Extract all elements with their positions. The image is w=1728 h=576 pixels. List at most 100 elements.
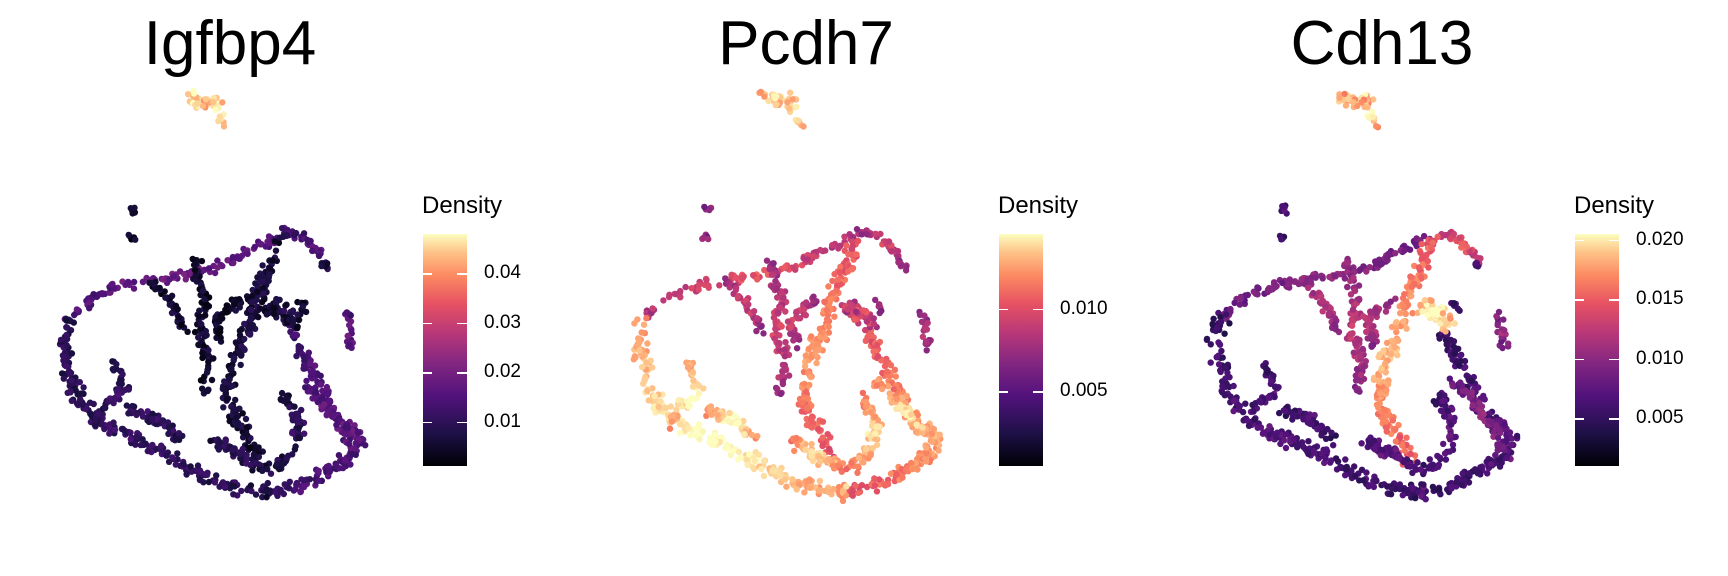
cell-point (753, 327, 760, 335)
cell-point (1383, 339, 1391, 347)
cell-point (826, 445, 833, 453)
legend-tick-label: 0.005 (1060, 380, 1108, 402)
cell-point (165, 424, 172, 431)
cell-point (774, 385, 781, 393)
cell-point (870, 320, 878, 328)
cell-point (1244, 417, 1251, 424)
cell-point (732, 284, 740, 291)
cell-point (295, 342, 302, 350)
cell-point (830, 485, 837, 493)
cell-point (1264, 369, 1271, 376)
cell-point (1350, 274, 1357, 281)
cell-point (800, 123, 807, 130)
cell-point (105, 398, 112, 405)
cell-point (1353, 365, 1361, 373)
cell-point (774, 309, 782, 316)
cell-point (1337, 464, 1344, 471)
cell-point (714, 412, 721, 419)
cell-point (224, 257, 231, 264)
cell-point (928, 430, 936, 438)
cell-point (200, 479, 207, 486)
cell-point (1501, 327, 1508, 334)
cell-point (342, 431, 350, 438)
cell-point (236, 405, 243, 412)
cell-point (98, 421, 105, 428)
cell-point (1397, 310, 1404, 317)
cell-point (1449, 441, 1457, 448)
cell-point (1342, 472, 1349, 479)
cell-point (773, 101, 780, 108)
cell-point (1260, 429, 1267, 436)
cell-point (333, 421, 340, 429)
cell-point (62, 362, 70, 370)
cell-point (180, 461, 187, 468)
cell-point (1388, 485, 1396, 492)
cell-point (1369, 333, 1377, 340)
cell-point (263, 486, 270, 493)
cell-point (144, 447, 151, 455)
cell-point (890, 386, 897, 393)
cell-point (236, 331, 244, 339)
cell-point (808, 448, 815, 455)
cell-point (908, 465, 916, 472)
cell-point (768, 271, 776, 278)
cell-point (169, 454, 176, 461)
cell-point (300, 362, 308, 369)
cell-point (725, 418, 732, 425)
cell-point (1369, 108, 1376, 116)
cell-point (1368, 309, 1375, 316)
cell-point (175, 314, 182, 321)
cell-point (108, 281, 115, 288)
cell-point (1420, 232, 1428, 240)
cell-point (1355, 282, 1363, 289)
cell-point (1447, 432, 1454, 439)
cell-point (746, 451, 753, 458)
cell-point (238, 487, 245, 495)
cell-point (346, 341, 353, 349)
cell-point (283, 454, 290, 462)
cell-point (1305, 438, 1312, 445)
cell-point (735, 456, 742, 463)
cell-point (887, 362, 895, 369)
cell-point (1300, 443, 1307, 450)
cell-point (790, 264, 797, 272)
cell-point (1363, 469, 1370, 476)
cell-point (233, 421, 240, 428)
cell-point (810, 297, 817, 305)
cell-point (929, 438, 936, 445)
cell-point (257, 241, 264, 248)
cell-point (1264, 286, 1272, 293)
cell-point (1414, 309, 1421, 316)
legend-tick-label: 0.015 (1636, 288, 1684, 310)
cell-point (1207, 341, 1214, 348)
cell-point (264, 479, 271, 487)
cell-point (1446, 448, 1453, 455)
cell-point (302, 308, 310, 316)
cell-point (676, 429, 684, 437)
cell-point (897, 404, 904, 411)
cell-point (1359, 345, 1366, 353)
cell-point (701, 281, 708, 288)
cell-point (1215, 361, 1223, 368)
cell-point (1412, 494, 1419, 502)
cell-point (343, 309, 351, 316)
cell-point (243, 431, 250, 438)
cell-point (1450, 300, 1458, 307)
cell-point (99, 411, 106, 418)
cell-point (668, 418, 676, 425)
cell-point (278, 389, 286, 397)
cell-point (1407, 450, 1414, 458)
cell-point (843, 465, 850, 473)
cell-point (922, 449, 930, 457)
cell-point (1477, 413, 1484, 421)
panel-title: Igfbp4 (143, 9, 317, 78)
cell-point (192, 271, 199, 279)
cell-point (223, 309, 230, 316)
legend-tick (457, 372, 467, 374)
cell-point (1375, 353, 1382, 361)
cell-point (1239, 408, 1247, 416)
legend-tick (1033, 308, 1043, 311)
cell-point (201, 296, 208, 303)
cell-point (318, 262, 325, 270)
cell-point (162, 294, 169, 301)
